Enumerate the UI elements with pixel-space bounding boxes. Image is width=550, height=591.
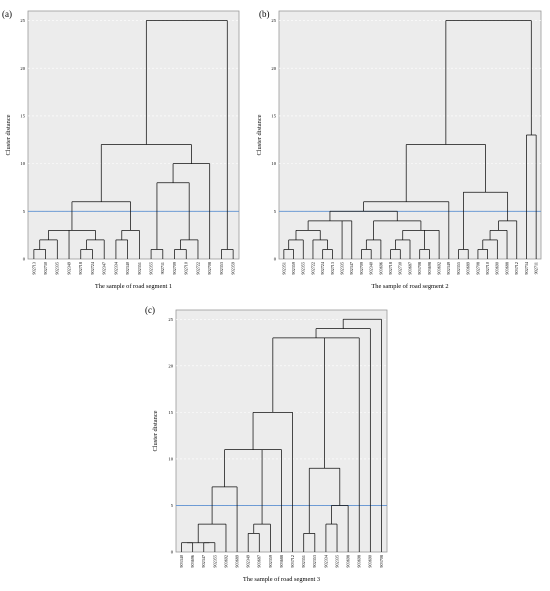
chart2-leaf-label: 902709 <box>359 262 364 275</box>
chart1-plot-area <box>27 10 240 260</box>
chart2-y-tick-label: 20 <box>271 66 276 71</box>
chart1-leaf-label: 902340 <box>125 262 130 275</box>
chart3-y-tick-label: 10 <box>168 457 173 462</box>
panel-a-letter: (a) <box>2 9 12 19</box>
chart1-leaf-label: 902335 <box>55 262 60 275</box>
chart3-leaf-label: 903708 <box>379 555 384 568</box>
chart2-y-tick-label: 0 <box>274 257 277 262</box>
chart3-leaf-label: 903340 <box>179 555 184 568</box>
chart2-leaf-label: 903698 <box>427 262 432 275</box>
chart2-plot-area <box>278 10 542 260</box>
chart1-leaf-label: 902353 <box>219 262 224 275</box>
chart3-leaf-label: 902349 <box>246 555 251 568</box>
chart2-y-tick-label: 5 <box>274 209 277 214</box>
chart1-leaf-label: 902724 <box>90 261 95 274</box>
chart1-leaf-label: 902722 <box>195 262 200 275</box>
chart1-leaf-label: 902708 <box>207 262 212 275</box>
chart1-leaf-label: 902718 <box>78 262 83 275</box>
chart2-leaf-label: 902718 <box>388 262 393 275</box>
chart3-leaf-label: 903696 <box>190 555 195 568</box>
chart3-leaf-label: 902355 <box>212 555 217 568</box>
chart2-leaf-label: 903688 <box>504 262 509 275</box>
chart2-leaf-label: 902730 <box>398 262 403 275</box>
chart3-leaf-label: 903712 <box>290 555 295 568</box>
chart3-leaf-label: 902359 <box>268 555 273 568</box>
panel-c-letter: (c) <box>145 305 155 315</box>
chart1-leaf-label: 902349 <box>66 262 71 275</box>
chart2-leaf-label: 902710 <box>485 262 490 275</box>
chart3-leaf-label: 903690 <box>368 555 373 568</box>
chart3-y-tick-label: 5 <box>171 503 174 508</box>
chart2-leaf-label: 902359 <box>291 262 296 275</box>
chart2-leaf-label: 902724 <box>320 261 325 274</box>
chart2-leaf-label: 902711 <box>534 262 539 274</box>
chart2-x-axis-label: The sample of road segment 2 <box>371 283 448 290</box>
chart2-leaf-label: 902734 <box>524 261 529 274</box>
chart1-y-tick-label: 5 <box>23 209 26 214</box>
chart1-leaf-label: 902713 <box>31 262 36 275</box>
panel-b-letter: (b) <box>259 9 270 19</box>
chart3-x-axis-label: The sample of road segment 3 <box>243 576 320 583</box>
chart1-y-tick-label: 15 <box>20 114 25 119</box>
chart3-leaf-label: 902334 <box>323 554 328 567</box>
chart1-leaf-label: 902710 <box>184 262 189 275</box>
chart2-leaf-label: 903712 <box>514 262 519 275</box>
chart2-leaf-label: 902347 <box>349 262 354 275</box>
chart1-leaf-label: 902334 <box>113 261 118 274</box>
chart1-leaf-label: 902351 <box>137 262 142 275</box>
chart1-leaf-label: 902347 <box>102 262 107 275</box>
chart3-y-tick-label: 25 <box>168 317 173 322</box>
chart3-leaf-label: 902335 <box>334 555 339 568</box>
chart2-leaf-label: 902708 <box>475 262 480 275</box>
chart3-leaf-label: 902347 <box>201 555 206 568</box>
chart3-y-tick-label: 0 <box>171 550 174 555</box>
chart2-leaf-label: 903692 <box>437 262 442 275</box>
chart1-y-tick-label: 0 <box>23 257 26 262</box>
chart1-y-tick-label: 10 <box>20 161 25 166</box>
chart3-y-tick-label: 15 <box>168 410 173 415</box>
chart2-y-axis-label: Cluster distance <box>256 114 263 155</box>
chart3-leaf-label: 902351 <box>301 555 306 568</box>
chart2-leaf-label: 902340 <box>369 262 374 275</box>
chart2-y-tick-label: 15 <box>271 114 276 119</box>
chart2-leaf-label: 902335 <box>339 262 344 275</box>
chart3-y-axis-label: Cluster distance <box>152 410 159 451</box>
chart1-leaf-label: 902711 <box>160 262 165 274</box>
chart2-leaf-label: 903687 <box>407 262 412 275</box>
chart3-y-tick-label: 20 <box>168 363 173 368</box>
chart1-leaf-label: 902709 <box>172 262 177 275</box>
chart3-leaf-label: 903687 <box>257 555 262 568</box>
chart1-y-tick-label: 20 <box>20 66 25 71</box>
chart2-leaf-label: 903708 <box>417 262 422 275</box>
chart2-leaf-label: 902722 <box>310 262 315 275</box>
chart3-leaf-label: 902353 <box>312 555 317 568</box>
chart3-leaf-label: 903698 <box>346 555 351 568</box>
chart2-leaf-label: 902355 <box>456 262 461 275</box>
chart2-leaf-label: 902355 <box>301 262 306 275</box>
chart2-leaf-label: 902349 <box>446 262 451 275</box>
chart3-leaf-label: 903692 <box>223 555 228 568</box>
chart3-leaf-label: 903698 <box>357 555 362 568</box>
chart2-leaf-label: 903689 <box>466 262 471 275</box>
chart2-leaf-label: 902351 <box>281 262 286 275</box>
chart2-y-tick-label: 25 <box>271 18 276 23</box>
chart1-y-axis-label: Cluster distance <box>5 114 12 155</box>
chart2-y-tick-label: 10 <box>271 161 276 166</box>
chart1-leaf-label: 902355 <box>148 262 153 275</box>
chart2-leaf-label: 903696 <box>378 262 383 275</box>
chart1-leaf-label: 902359 <box>231 262 236 275</box>
chart3-leaf-label: 903688 <box>279 555 284 568</box>
chart1-y-tick-label: 25 <box>20 18 25 23</box>
chart1-leaf-label: 902730 <box>43 262 48 275</box>
chart2-leaf-label: 903690 <box>495 262 500 275</box>
chart1-x-axis-label: The sample of road segment 1 <box>95 283 172 290</box>
chart2-leaf-label: 902713 <box>330 262 335 275</box>
chart3-leaf-label: 903689 <box>234 555 239 568</box>
